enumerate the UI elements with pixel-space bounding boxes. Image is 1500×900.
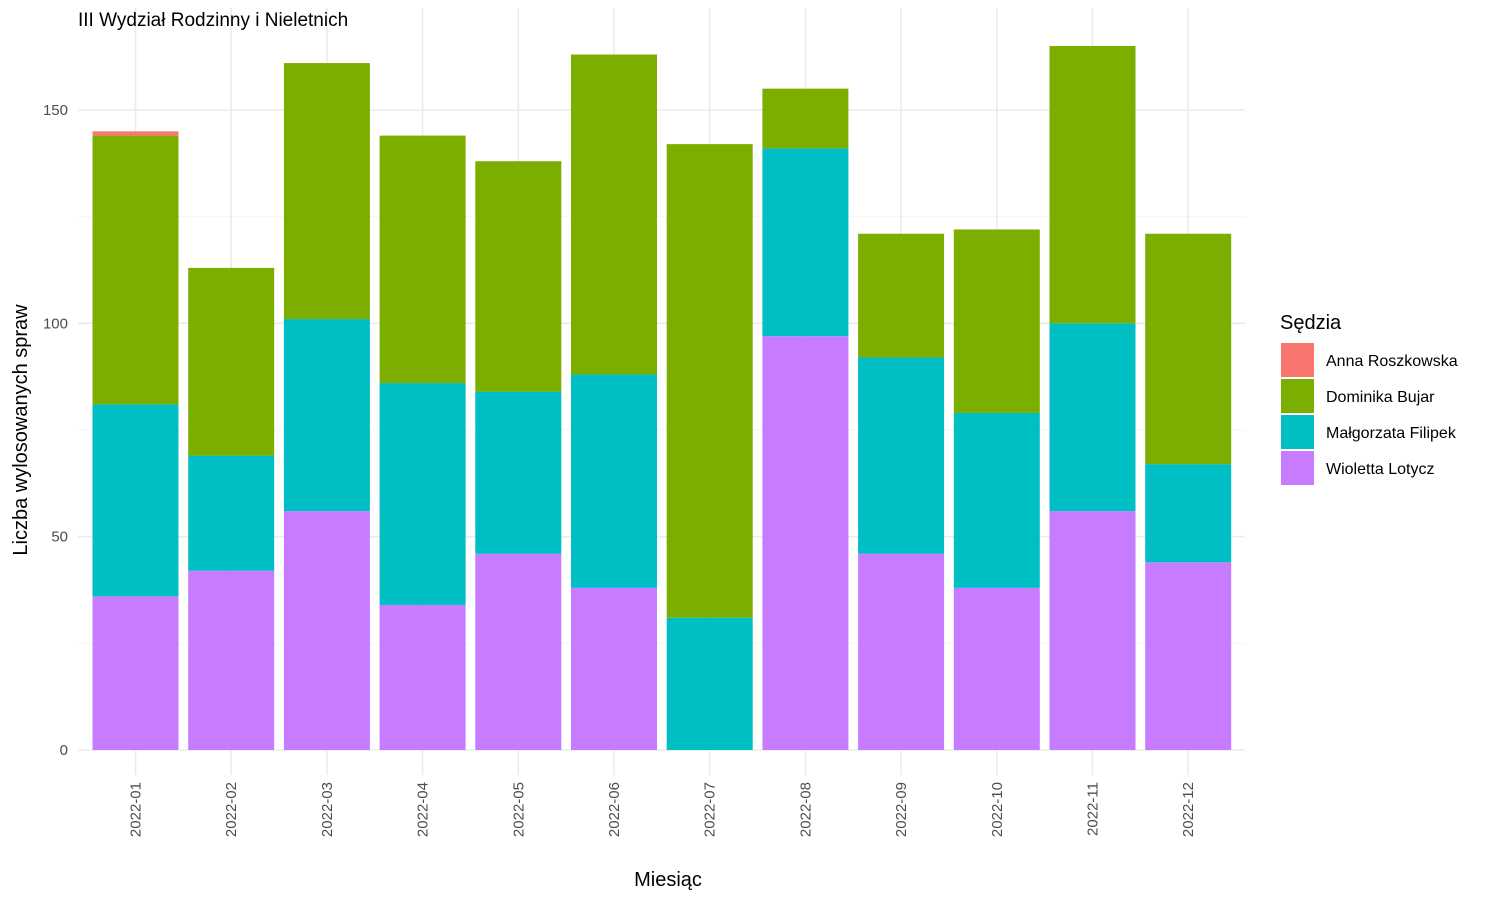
bar-segment (475, 391, 562, 554)
bar-segment (1049, 323, 1136, 512)
bar-stack-2022-12 (1145, 233, 1232, 750)
legend-label: Wioletta Lotycz (1326, 461, 1434, 478)
bar-segment (1049, 46, 1136, 324)
bar-segment (571, 374, 657, 588)
x-tick-label: 2022-09 (893, 782, 910, 837)
x-tick-label: 2022-06 (606, 782, 623, 837)
chart-title: III Wydział Rodzinny i Nieletnich (78, 10, 348, 31)
legend-label: Małgorzata Filipek (1326, 425, 1457, 442)
bar-segment (283, 63, 370, 320)
bar-segment (379, 604, 466, 750)
bar-stack-2022-11 (1049, 46, 1136, 750)
y-tick-label: 0 (60, 742, 68, 759)
bar-stack-2022-04 (379, 135, 466, 750)
x-tick-label: 2022-12 (1180, 782, 1197, 837)
y-axis-title: Liczba wylosowanych spraw (10, 304, 32, 556)
bar-segment (283, 511, 370, 750)
bar-stack-2022-10 (953, 229, 1040, 750)
bar-segment (953, 587, 1040, 750)
y-axis-ticks: 0 50 100 150 (43, 102, 68, 759)
bar-segment (858, 233, 945, 358)
x-tick-label: 2022-07 (702, 782, 719, 837)
x-tick-label: 2022-04 (415, 782, 432, 837)
legend-swatch (1281, 379, 1314, 413)
bar-segment (475, 553, 562, 750)
bar-stack-2022-03 (283, 63, 370, 750)
bar-segment (666, 144, 753, 618)
legend-swatch (1281, 415, 1314, 449)
legend-swatch (1281, 451, 1314, 485)
y-tick-label: 150 (43, 102, 68, 119)
bar-stack-2022-07 (666, 144, 753, 750)
x-axis-title: Miesiąc (634, 869, 702, 891)
x-tick-label: 2022-03 (319, 782, 336, 837)
bar-segment (858, 553, 945, 750)
legend-label: Anna Roszkowska (1326, 353, 1458, 370)
bar-segment (92, 404, 179, 597)
legend-swatch (1281, 343, 1314, 377)
y-tick-label: 100 (43, 315, 68, 332)
x-tick-label: 2022-10 (989, 782, 1006, 837)
bar-segment (1145, 562, 1232, 750)
legend-title: Sędzia (1280, 312, 1342, 334)
x-tick-label: 2022-11 (1085, 782, 1102, 836)
x-tick-label: 2022-02 (223, 782, 240, 837)
bar-segment (571, 54, 657, 375)
y-tick-label: 50 (51, 529, 68, 546)
bar-segment (762, 88, 849, 149)
x-tick-label: 2022-01 (128, 782, 145, 837)
bar-stack-2022-06 (571, 54, 657, 750)
bar-segment (379, 135, 466, 384)
legend: Sędzia Anna Roszkowska Dominika Bujar Małg… (1280, 312, 1458, 485)
x-axis-ticks: 2022-01 2022-02 2022-03 2022-04 2022-05 2022-… (128, 782, 1198, 837)
bar-segment (92, 596, 179, 750)
bar-segment (571, 587, 657, 750)
x-tick-label: 2022-05 (510, 782, 527, 837)
bar-stack-2022-09 (858, 233, 945, 750)
bar-segment (953, 229, 1040, 413)
legend-label: Dominika Bujar (1326, 389, 1435, 406)
bar-segment (666, 617, 753, 750)
bar-stack-2022-01 (92, 131, 179, 750)
bar-segment (188, 455, 275, 571)
legend-item: Anna Roszkowska (1281, 343, 1458, 377)
bar-segment (762, 148, 849, 337)
bar-segment (283, 319, 370, 512)
bar-stack-2022-02 (188, 267, 275, 750)
legend-item: Wioletta Lotycz (1281, 451, 1434, 485)
legend-item: Małgorzata Filipek (1281, 415, 1457, 449)
bar-segment (1145, 464, 1232, 563)
bar-segment (475, 161, 562, 392)
bar-stack-2022-08 (762, 88, 849, 750)
bar-segment (1145, 233, 1232, 465)
bars (92, 46, 1232, 750)
bar-segment (762, 336, 849, 750)
bar-segment (379, 383, 466, 605)
bar-segment (92, 131, 179, 136)
bar-segment (1049, 511, 1136, 750)
bar-stack-2022-05 (475, 161, 562, 750)
x-tick-label: 2022-08 (797, 782, 814, 837)
bar-segment (92, 135, 179, 405)
bar-segment (858, 357, 945, 554)
bar-segment (188, 570, 275, 750)
bar-segment (188, 267, 275, 456)
legend-item: Dominika Bujar (1281, 379, 1435, 413)
bar-segment (953, 412, 1040, 588)
